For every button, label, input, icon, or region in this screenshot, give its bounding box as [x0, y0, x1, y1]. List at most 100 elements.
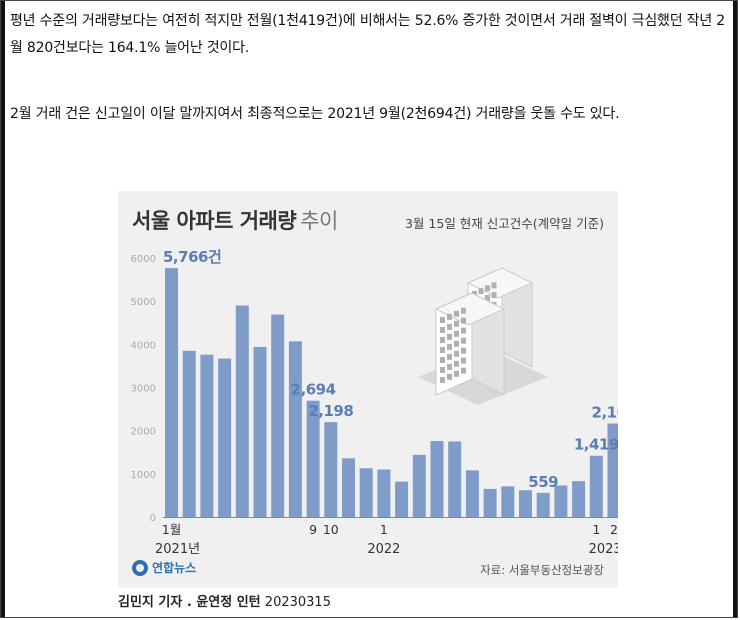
building-window	[447, 323, 452, 330]
bar-data-label: 5,766건	[163, 248, 221, 266]
bar-data-label: 2,694	[291, 381, 336, 399]
y-tick-label: 4000	[131, 340, 156, 351]
bar	[483, 488, 497, 517]
bar	[342, 458, 355, 517]
bar	[448, 441, 462, 517]
article-paragraph-2: 2월 거래 건은 신고일이 이달 말까지여서 최종적으로는 2021년 9월(2…	[10, 106, 620, 122]
chart-title: 서울 아파트 거래량 추이	[132, 205, 338, 235]
chart-title-light: 추이	[300, 209, 338, 233]
y-tick-label: 3000	[131, 384, 156, 395]
bar	[359, 468, 373, 517]
bar-data-label: 1,419	[574, 436, 618, 454]
bar	[182, 350, 196, 517]
yonhap-logo: 연합뉴스	[132, 559, 196, 576]
x-tick-label: 10	[323, 522, 339, 537]
credit-line: 김민지 기자 . 윤연정 인턴 20230315	[118, 591, 331, 610]
building-window	[447, 333, 452, 340]
x-year-label: 2023	[589, 542, 618, 557]
building-window	[485, 285, 490, 292]
building-window	[454, 340, 459, 347]
article-paragraph-1: 평년 수준의 거래량보다는 여전히 적지만 전월(1천419건)에 비해서는 5…	[10, 13, 725, 56]
bar	[501, 486, 515, 517]
yonhap-logo-icon	[132, 559, 148, 576]
x-tick-label: 1	[380, 522, 388, 537]
building-window	[440, 347, 445, 353]
building-window	[461, 317, 466, 324]
x-tick-label: 9	[309, 522, 317, 537]
bar	[165, 268, 178, 517]
building-window	[454, 350, 459, 357]
bar	[430, 441, 444, 517]
bar	[324, 422, 338, 517]
y-tick-label: 1000	[131, 470, 156, 481]
x-tick-label: 2	[610, 522, 618, 537]
y-axis: 0 1000 2000 3000 4000 5000 6000	[131, 254, 156, 524]
bar	[572, 481, 586, 517]
building-window	[447, 373, 452, 380]
y-tick-label: 6000	[131, 254, 156, 265]
building-window	[440, 327, 445, 333]
building-window	[440, 337, 445, 343]
bar-data-label: 559	[528, 473, 558, 491]
chart-note: 3월 15일 현재 신고건수(계약일 기준)	[404, 216, 604, 231]
building-window	[440, 317, 445, 323]
x-year-label: 2021년	[155, 542, 200, 557]
bar	[306, 400, 320, 517]
building-roof	[434, 292, 506, 326]
building-window	[447, 313, 452, 320]
building-window	[447, 363, 452, 370]
y-tick-label: 0	[150, 513, 156, 524]
building-window	[478, 288, 484, 295]
bar	[536, 492, 550, 517]
x-tick-label: 1	[592, 522, 600, 537]
bar-chart: 0 1000 2000 3000 4000 5000 6000 5,766건 2,694 2,1…	[131, 248, 618, 557]
bar	[235, 305, 249, 517]
bars	[165, 268, 618, 517]
building-window	[461, 347, 466, 354]
building-window	[461, 307, 466, 314]
building-window	[491, 292, 497, 299]
building-window	[447, 343, 452, 350]
building-window	[454, 360, 459, 367]
building-window	[454, 330, 459, 337]
building-window	[491, 282, 497, 289]
building-window	[461, 337, 466, 344]
building-window	[454, 310, 459, 317]
bar	[519, 490, 532, 517]
source-note: 자료: 서울부동산정보광장	[480, 563, 604, 577]
building-window	[447, 353, 452, 360]
building-window	[461, 357, 466, 364]
building-roof	[466, 267, 534, 299]
chart-title-bold: 서울 아파트 거래량	[132, 209, 297, 233]
building-window	[440, 357, 445, 363]
building-window	[461, 327, 466, 334]
y-tick-label: 2000	[131, 427, 156, 438]
x-year-label: 2022	[367, 542, 400, 557]
bar	[377, 469, 391, 517]
bar	[253, 346, 267, 517]
data-labels: 5,766건 2,694 2,198 559 1,419 2,166	[163, 248, 618, 491]
building-window	[454, 320, 459, 327]
credit-name: 김민지 기자 . 윤연정 인턴	[118, 595, 261, 610]
building-window	[485, 294, 490, 301]
bar-data-label: 2,198	[308, 402, 353, 420]
chart-figure: 서울 아파트 거래량 추이 3월 15일 현재 신고건수(계약일 기준) 0 100…	[118, 191, 618, 588]
yonhap-logo-text: 연합뉴스	[152, 561, 197, 575]
bar	[589, 455, 603, 517]
bar-data-label: 2,166	[592, 404, 618, 422]
credit-date: 20230315	[264, 595, 331, 610]
bar	[218, 358, 232, 517]
bar	[271, 314, 285, 517]
bar	[465, 470, 479, 517]
building-window	[440, 367, 445, 373]
building-window	[454, 370, 459, 377]
bar	[395, 481, 409, 517]
x-tick-label: 1월	[162, 522, 181, 537]
building-illustration	[418, 267, 548, 405]
y-tick-label: 5000	[131, 297, 156, 308]
bar	[412, 454, 426, 517]
bar	[288, 341, 302, 517]
bar	[607, 423, 618, 517]
building-window	[440, 377, 445, 383]
